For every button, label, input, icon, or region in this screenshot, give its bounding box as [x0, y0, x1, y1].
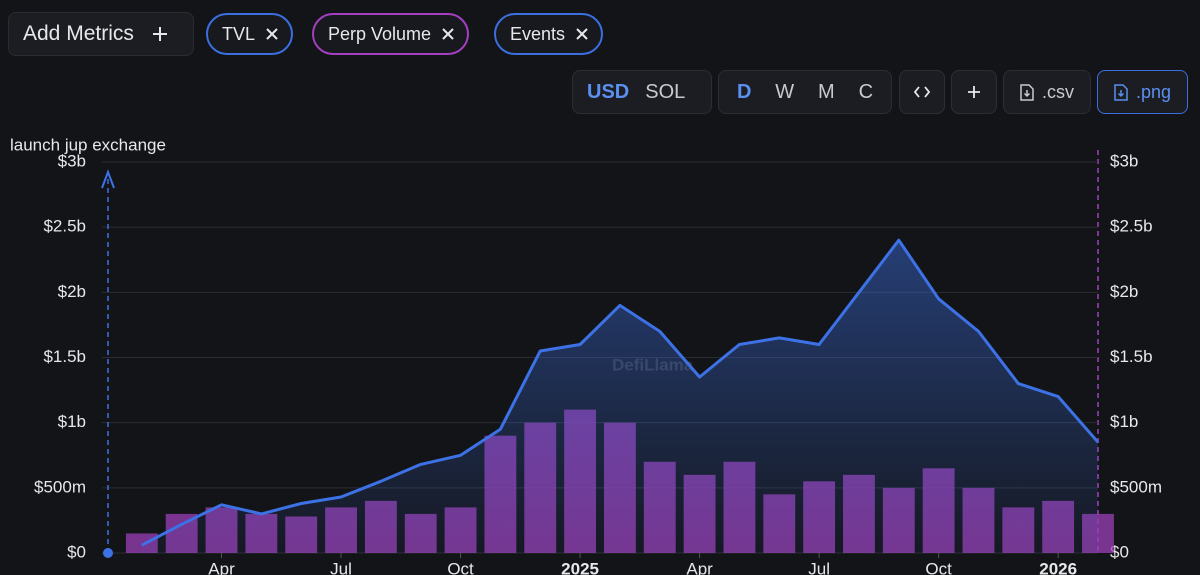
file-icon: [1114, 83, 1128, 101]
png-button[interactable]: .png: [1097, 70, 1188, 114]
area: [141, 240, 1099, 553]
event-dot: [103, 548, 113, 558]
y2-tick-label: $1.5b: [1110, 347, 1153, 366]
plus-icon: [152, 27, 167, 41]
chip-label: Perp Volume: [328, 23, 432, 44]
y-tick-label: $500m: [34, 477, 86, 496]
plus-icon: [968, 86, 980, 98]
line: [141, 238, 1100, 547]
x-tick-label: Jul: [808, 559, 830, 575]
toggle-option[interactable]: USD: [587, 80, 630, 103]
grouping-toggle: D W M C: [718, 70, 892, 114]
event-arrow: [101, 169, 115, 189]
x-tick-label: Apr: [686, 559, 713, 575]
metric-chip[interactable]: Events: [494, 13, 604, 55]
toggle-option[interactable]: SOL: [645, 80, 686, 103]
chip-label: Events: [510, 23, 566, 44]
y-tick-label: $2b: [58, 282, 86, 301]
y2-tick-label: $500m: [1110, 477, 1162, 496]
add-metrics-label: Add Metrics: [23, 22, 134, 45]
y2-tick-label: $3b: [1110, 151, 1138, 170]
x-tick-label: 2025: [561, 559, 599, 575]
x-tick-label: 2026: [1039, 559, 1077, 575]
y-tick-label: $1b: [58, 412, 86, 431]
csv-button[interactable]: .csv: [1003, 70, 1091, 114]
chip-label: TVL: [222, 23, 256, 44]
y2-tick-label: $1b: [1110, 412, 1138, 431]
x-tick-label: Oct: [447, 559, 474, 575]
y-tick-label: $1.5b: [43, 347, 86, 366]
close-icon[interactable]: [575, 27, 589, 41]
x-tick-label: Oct: [925, 559, 952, 575]
csv-label: .csv: [1041, 81, 1074, 102]
denomination-toggle: USD SOL: [572, 70, 712, 114]
close-icon[interactable]: [441, 27, 455, 41]
chart: $0 $500m $1b $1.5b $2b $2.5b $3b $0 $500m $1b $1.5…: [10, 135, 1162, 575]
x-tick-label: Apr: [208, 559, 235, 575]
metric-chip[interactable]: TVL: [206, 13, 294, 55]
y2-tick-label: $2.5b: [1110, 217, 1153, 236]
file-icon: [1020, 83, 1034, 101]
x-tick-label: Jul: [330, 559, 352, 575]
code-icon: [914, 86, 930, 98]
y2-tick-label: $0: [1110, 542, 1129, 561]
y2-tick-label: $2b: [1110, 282, 1138, 301]
event-label: launch jup exchange: [10, 135, 166, 154]
close-icon[interactable]: [265, 27, 279, 41]
y-tick-label: $3b: [58, 151, 86, 170]
toggle-option[interactable]: C: [858, 80, 874, 103]
y-tick-label: $0: [67, 542, 86, 561]
embed-button[interactable]: [899, 70, 945, 114]
metric-chip[interactable]: Perp Volume: [312, 13, 470, 55]
toggle-option[interactable]: D: [736, 80, 752, 103]
add-button[interactable]: [951, 70, 997, 114]
png-label: .png: [1135, 81, 1172, 102]
add-metrics-button[interactable]: Add Metrics: [8, 12, 194, 56]
toggle-option[interactable]: M: [818, 80, 835, 103]
y-tick-label: $2.5b: [43, 217, 86, 236]
toggle-option[interactable]: W: [775, 80, 795, 103]
